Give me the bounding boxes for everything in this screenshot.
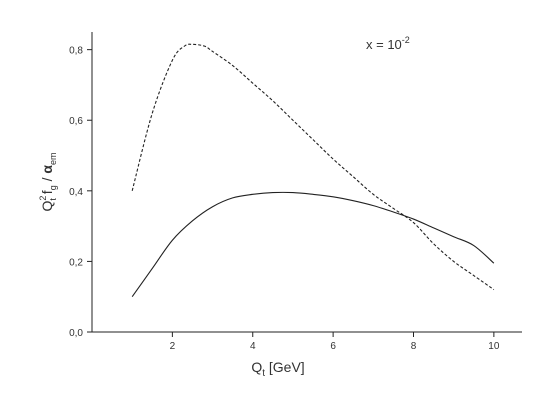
y-tick-label: 0,2 — [69, 257, 83, 268]
x-label-main: Q — [251, 359, 262, 375]
x-tick-label: 10 — [488, 341, 500, 352]
x-label-rest: [GeV] — [265, 359, 305, 375]
dashed-series-line — [131, 43, 495, 291]
series-group — [131, 43, 495, 298]
axes — [91, 32, 522, 333]
y-tick-label: 0,4 — [69, 187, 83, 198]
annotation-exponent: -2 — [402, 35, 410, 45]
x-tick-label: 6 — [330, 341, 336, 352]
y-label-f: f — [39, 190, 55, 198]
y-tick-label: 0,6 — [69, 116, 83, 127]
y-tick-label: 0,8 — [69, 46, 83, 57]
y-tick-label: 0,0 — [69, 328, 83, 339]
x-label-sub: t — [262, 368, 265, 379]
ticks: 2 4 6 8 10 0,0 0,2 0,4 0,6 0,8 — [69, 46, 500, 352]
x-tick-label: 2 — [170, 341, 176, 352]
x-tick-label: 8 — [411, 341, 417, 352]
annotation: x = 10-2 — [366, 35, 410, 52]
solid-series-line — [131, 191, 495, 298]
annotation-base: x = 10 — [366, 37, 402, 52]
x-axis-label: Qt [GeV] — [251, 359, 304, 379]
y-label-alpha: α — [39, 165, 55, 174]
y-label-q-sup: 2 — [38, 196, 48, 201]
y-label-alpha-sub: em — [48, 152, 58, 165]
y-axis-label: Q2t fg / αem — [38, 152, 58, 211]
x-tick-label: 4 — [250, 341, 256, 352]
y-label-q: Q — [39, 201, 55, 212]
y-label-slash: / — [39, 174, 55, 186]
y-label-q-sub: t — [48, 198, 58, 201]
y-label-f-sub: g — [48, 185, 58, 190]
